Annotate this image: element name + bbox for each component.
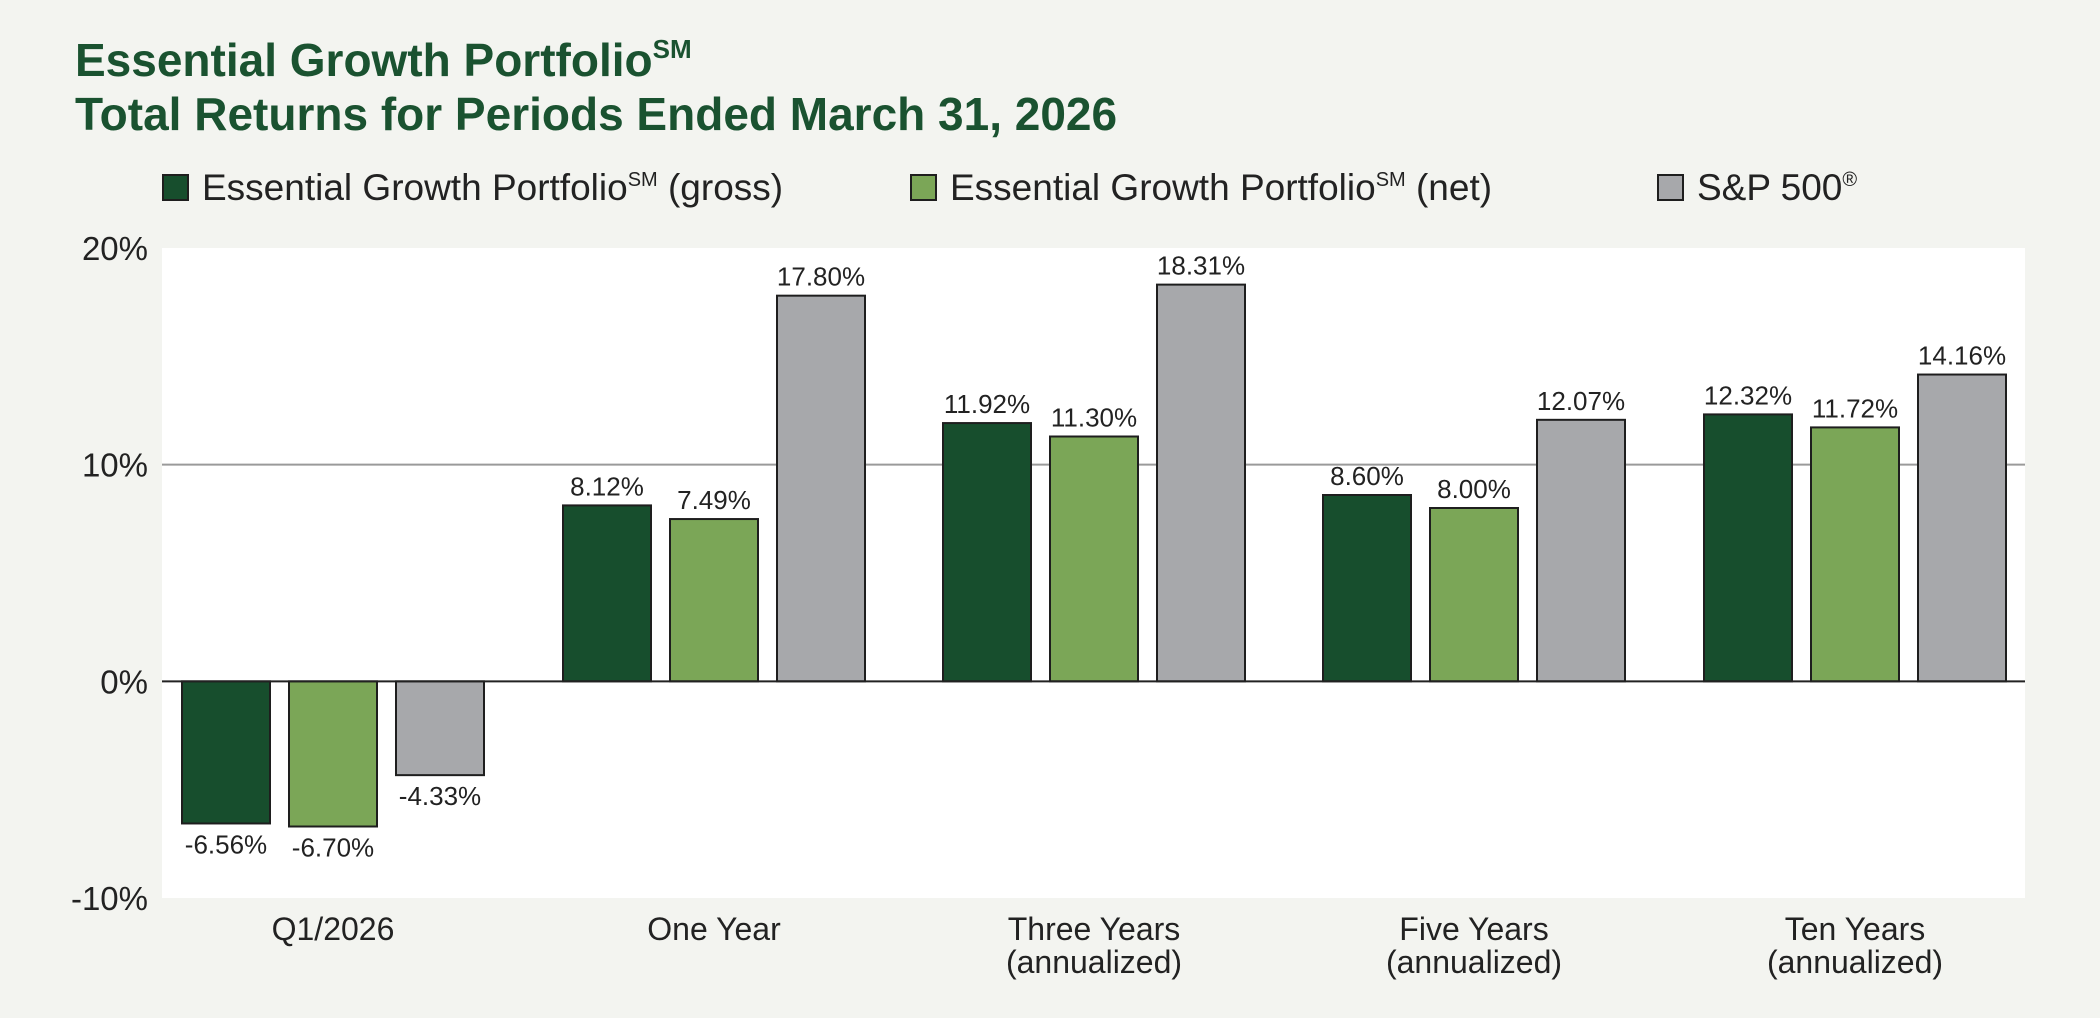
bar-s3-c4 xyxy=(1536,418,1626,683)
data-label-s3-c2: 17.80% xyxy=(777,262,865,292)
bar-s2-c2 xyxy=(669,518,759,683)
category-label-2: One Year xyxy=(647,911,781,947)
data-label-s1-c1: -6.56% xyxy=(185,829,267,859)
bar-s1-c4 xyxy=(1322,494,1412,683)
category-label-1: Q1/2026 xyxy=(272,911,395,947)
y-tick-label: 0% xyxy=(100,663,148,700)
bar-s2-c3 xyxy=(1049,435,1139,683)
legend-label: Essential Growth PortfolioSM (net) xyxy=(950,167,1492,208)
data-label-s3-c4: 12.07% xyxy=(1537,386,1625,416)
category-label-3: Three Years xyxy=(1008,911,1181,947)
bar-s2-c1 xyxy=(288,680,378,828)
legend-swatch xyxy=(910,174,937,201)
category-label-5: Ten Years xyxy=(1785,911,1926,947)
data-label-s2-c2: 7.49% xyxy=(677,485,751,515)
legend-label-name: Essential Growth Portfolio xyxy=(950,167,1376,208)
data-label-s3-c1: -4.33% xyxy=(399,781,481,811)
data-label-s2-c3: 11.30% xyxy=(1051,403,1137,433)
data-label-s1-c4: 8.60% xyxy=(1330,461,1404,491)
chart-title-line-1: Essential Growth PortfolioSM xyxy=(75,34,692,86)
legend-label-name: S&P 500 xyxy=(1697,167,1842,208)
category-label-5: (annualized) xyxy=(1767,944,1943,980)
legend-label-name: Essential Growth Portfolio xyxy=(202,167,628,208)
data-label-s1-c3: 11.92% xyxy=(944,389,1030,419)
category-label-3: (annualized) xyxy=(1006,944,1182,980)
bar-s3-c1 xyxy=(395,680,485,777)
bar-s1-c3 xyxy=(942,422,1032,683)
data-label-s2-c5: 11.72% xyxy=(1812,393,1898,423)
bars xyxy=(162,283,2025,828)
legend-label-sup: SM xyxy=(1376,169,1406,191)
legend: Essential Growth PortfolioSM (gross) Esse… xyxy=(162,167,1857,208)
data-label-s2-c4: 8.00% xyxy=(1437,474,1511,504)
legend-swatch xyxy=(1657,174,1684,201)
category-label-4: (annualized) xyxy=(1386,944,1562,980)
data-label-s3-c3: 18.31% xyxy=(1157,251,1245,281)
legend-label-sup: SM xyxy=(628,169,658,191)
y-tick-label: 20% xyxy=(82,230,148,267)
chart-title-main: Essential Growth Portfolio xyxy=(75,34,653,86)
chart-title-sup: SM xyxy=(653,34,692,64)
y-tick-label: 10% xyxy=(82,447,148,484)
y-tick-label: -10% xyxy=(71,880,148,917)
data-label-s1-c2: 8.12% xyxy=(570,471,644,501)
legend-item-2: Essential Growth PortfolioSM (net) xyxy=(910,167,1492,208)
data-label-s2-c1: -6.70% xyxy=(292,833,374,863)
legend-item-3: S&P 500® xyxy=(1657,167,1857,208)
legend-label-sup: ® xyxy=(1842,169,1857,191)
bar-labels: -6.56% 8.12% 11.92% 8.60% 12.32% -6.70% 7.49% 1… xyxy=(185,251,2006,863)
category-label-4: Five Years xyxy=(1399,911,1548,947)
bar-s3-c2 xyxy=(776,294,866,683)
bar-s2-c5 xyxy=(1810,426,1900,683)
legend-item-1: Essential Growth PortfolioSM (gross) xyxy=(162,167,783,208)
bar-s1-c2 xyxy=(562,504,652,683)
y-axis: 20% 10% 0% -10% xyxy=(71,230,148,917)
legend-label: Essential Growth PortfolioSM (gross) xyxy=(202,167,783,208)
bar-s2-c4 xyxy=(1429,507,1519,683)
legend-label-suffix: (gross) xyxy=(658,167,783,208)
bar-s3-c5 xyxy=(1917,373,2007,683)
bar-s3-c3 xyxy=(1156,283,1246,683)
legend-label: S&P 500® xyxy=(1697,167,1857,208)
chart-title-line-2: Total Returns for Periods Ended March 31… xyxy=(75,88,1117,140)
x-axis: Q1/2026 One Year Three Years(annualized)Fi… xyxy=(272,911,1943,980)
legend-swatch xyxy=(162,174,189,201)
bar-s1-c5 xyxy=(1703,413,1793,683)
legend-label-suffix: (net) xyxy=(1406,167,1492,208)
bar-s1-c1 xyxy=(181,680,271,825)
data-label-s1-c5: 12.32% xyxy=(1704,380,1792,410)
data-label-s3-c5: 14.16% xyxy=(1918,341,2006,371)
